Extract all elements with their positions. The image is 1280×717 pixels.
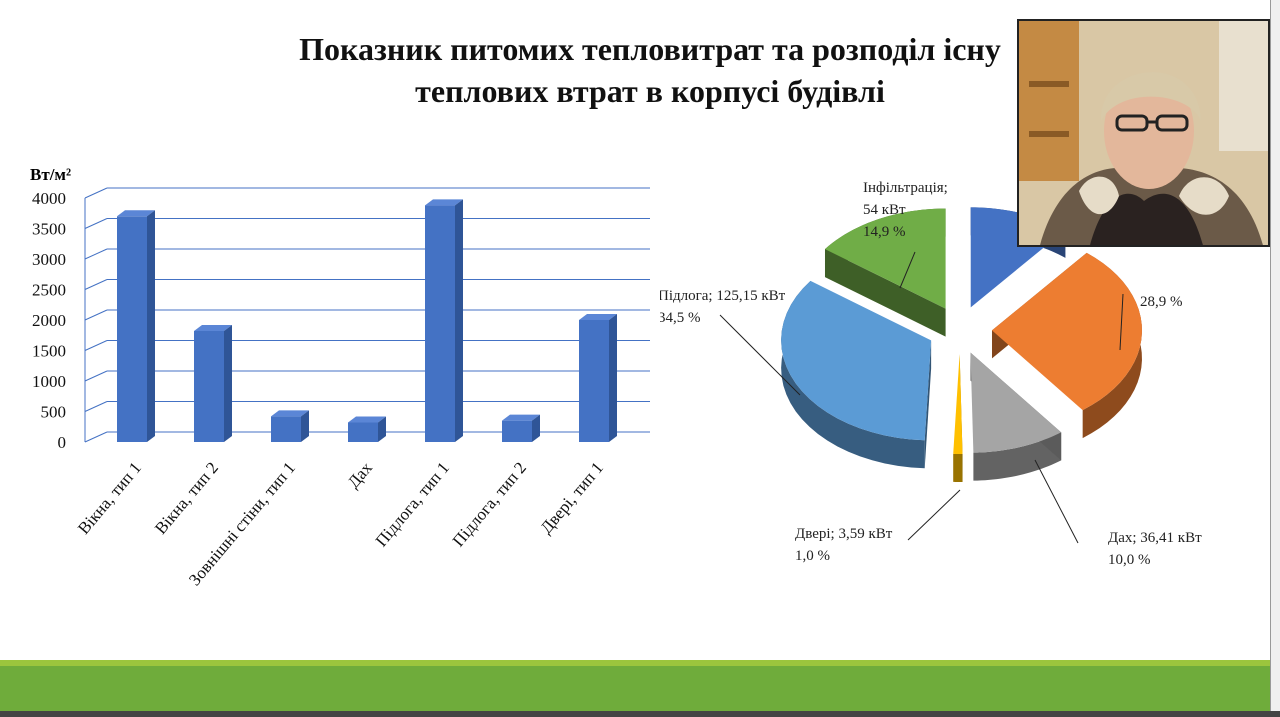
bar-front [117, 216, 147, 442]
y-tick-label: 2000 [32, 311, 66, 330]
pie-data-label: Двері; 3,59 кВт 1,0 % [795, 526, 893, 564]
leader-line [719, 314, 801, 396]
bar [579, 314, 617, 442]
gridline-depth [84, 431, 108, 443]
webcam-video-overlay [1017, 19, 1270, 247]
pie-slice [824, 208, 946, 337]
pie-data-label: 28,9 % [1140, 294, 1183, 310]
pie-slice [953, 353, 963, 482]
pie-slice-top [970, 352, 1062, 453]
x-category-label: Підлога, тип 1 [372, 458, 453, 550]
x-category-label: Вікна, тип 2 [151, 458, 222, 538]
x-category-label: Підлога, тип 2 [449, 458, 530, 550]
gridline-depth [84, 279, 108, 290]
bar [194, 324, 232, 442]
leader-line [907, 489, 961, 541]
y-tick-label: 3000 [32, 250, 66, 269]
bar-top [194, 324, 232, 331]
x-category-label: Двері, тип 1 [536, 458, 607, 537]
bar-front [348, 422, 378, 442]
bar-top [579, 314, 617, 320]
gridline-depth [84, 309, 108, 321]
bar-side [301, 410, 309, 442]
bar-side [147, 210, 155, 442]
bar-top [117, 210, 155, 217]
gridline-depth [84, 370, 108, 382]
bar-side [378, 416, 386, 442]
pie-data-label: Інфільтрація; 54 кВт 14,9 % [863, 180, 948, 240]
bar [425, 199, 463, 442]
bar-top [502, 414, 540, 421]
bar-front [194, 330, 224, 442]
pie-slice-side [953, 453, 963, 482]
bar [271, 410, 309, 442]
y-tick-label: 0 [58, 433, 67, 452]
pie-slice-top [991, 252, 1142, 411]
footer-accent-line [0, 660, 1270, 666]
x-category-label: Вікна, тип 1 [74, 458, 145, 538]
window-bottom-edge [0, 711, 1280, 717]
bar-side [224, 324, 232, 442]
bar [502, 414, 540, 442]
y-tick-label: 1000 [32, 372, 66, 391]
slide-title-line-1: Показник питомих тепловитрат та розподіл… [299, 31, 1001, 67]
y-tick-label: 500 [41, 403, 67, 422]
pie-slice [991, 252, 1142, 439]
pie-slice-wall [924, 340, 932, 469]
bar [348, 416, 386, 442]
pie-data-label: Підлога; 125,15 кВт 34,5 % [660, 288, 786, 326]
window-right-edge [1270, 0, 1280, 717]
y-axis-label: Вт/м² [30, 165, 71, 184]
slide-title-line-2: теплових втрат в корпусі будівлі [415, 73, 885, 109]
bar-front [579, 320, 609, 442]
leader-line [1034, 459, 1079, 544]
y-tick-label: 1500 [32, 342, 66, 361]
pie-slice-side [781, 280, 925, 469]
pie-slice [781, 280, 932, 469]
y-tick-label: 3500 [32, 220, 66, 239]
pie-data-label: Дах; 36,41 кВт 10,0 % [1108, 530, 1202, 568]
x-category-label: Дах [344, 458, 377, 492]
pie-slice-wall [824, 249, 946, 337]
bar-top [348, 416, 386, 423]
pie-slice-top [781, 280, 932, 441]
bar-side [609, 314, 617, 442]
bar [117, 210, 155, 442]
pie-slice-top [824, 208, 946, 309]
pie-slice-top [953, 353, 963, 454]
pie-chart: Інфільтрація; 54 кВт 14,9 % 28,9 % Дах; 36,4… [660, 180, 1202, 568]
bar-top [425, 199, 463, 206]
bar-chart: 0 500 1000 1500 2000 2500 3000 3500 4000 Вікна, … [30, 165, 650, 589]
gridline-depth [84, 248, 108, 260]
y-tick-label: 4000 [32, 189, 66, 208]
footer-bar [0, 666, 1270, 711]
gridline-depth [84, 340, 108, 351]
bar-side [532, 414, 540, 442]
presenter-image [1019, 21, 1268, 245]
y-tick-label: 2500 [32, 281, 66, 300]
gridline-depth [84, 218, 108, 229]
gridline-depth [84, 401, 108, 412]
bar-front [502, 420, 532, 442]
leader-line [1119, 293, 1124, 351]
bar-side [455, 199, 463, 442]
bar-front [271, 416, 301, 442]
bar-top [271, 410, 309, 417]
gridline-depth [84, 187, 108, 199]
bar-front [425, 205, 455, 442]
leader-line [899, 251, 916, 289]
